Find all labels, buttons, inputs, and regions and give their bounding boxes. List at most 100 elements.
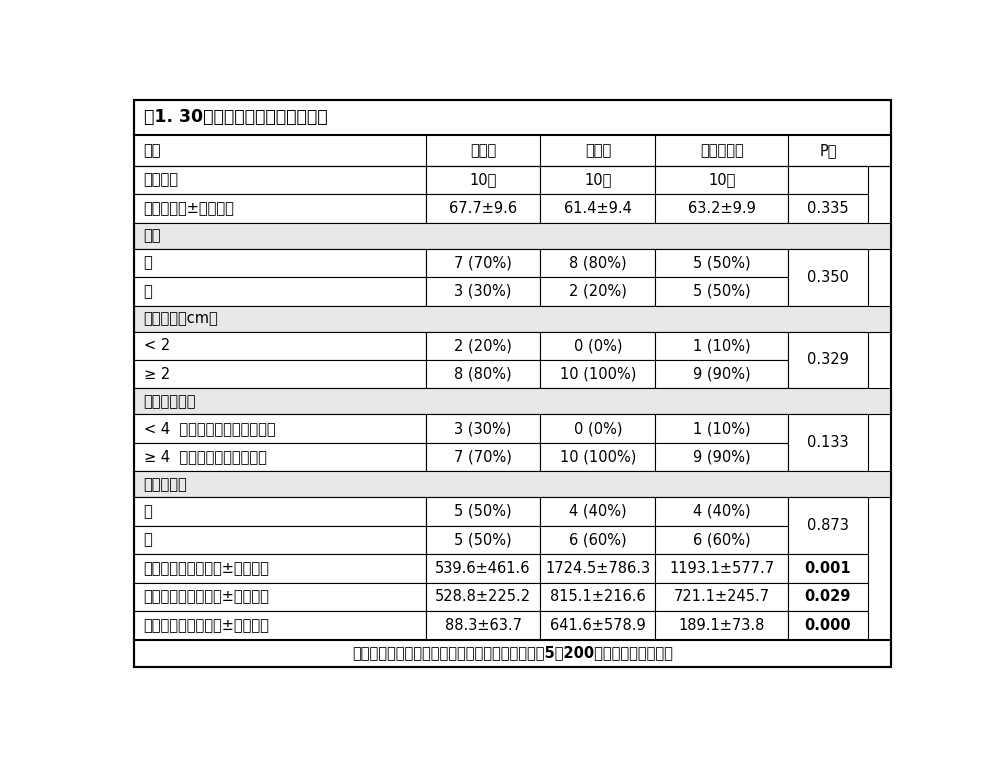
Bar — [426, 554, 540, 583]
Text: 8 (80%): 8 (80%) — [569, 256, 627, 270]
Text: 表1. 30例胃癌患者的临床病理特征: 表1. 30例胃癌患者的临床病理特征 — [144, 109, 327, 126]
Text: 0 (0%): 0 (0%) — [574, 421, 622, 436]
Bar — [134, 497, 426, 526]
Text: 2 (20%): 2 (20%) — [569, 284, 627, 299]
Bar — [540, 554, 655, 583]
Bar — [540, 611, 655, 640]
Bar — [540, 277, 655, 306]
Text: 9 (90%): 9 (90%) — [693, 449, 750, 465]
Text: 年龄（均数±标准差）: 年龄（均数±标准差） — [144, 201, 234, 216]
Bar — [134, 249, 426, 277]
Bar — [540, 166, 655, 194]
Bar — [426, 583, 540, 611]
Bar — [788, 583, 868, 611]
Text: 0.000: 0.000 — [805, 618, 851, 633]
Bar — [134, 442, 426, 471]
Bar — [540, 414, 655, 442]
Bar — [134, 166, 426, 194]
Text: 3 (30%): 3 (30%) — [454, 284, 512, 299]
Text: 无: 无 — [144, 504, 152, 519]
Text: 0.133: 0.133 — [807, 436, 849, 450]
Bar — [426, 526, 540, 554]
Bar — [655, 360, 788, 389]
Text: 4 (40%): 4 (40%) — [569, 504, 627, 519]
Text: 所有患者: 所有患者 — [144, 172, 179, 187]
Bar — [134, 360, 426, 389]
Text: 性别: 性别 — [144, 228, 161, 243]
Bar — [134, 471, 891, 497]
Bar — [426, 414, 540, 442]
Text: 0 (0%): 0 (0%) — [574, 339, 622, 353]
Bar — [134, 583, 426, 611]
Text: 641.6±578.9: 641.6±578.9 — [550, 618, 646, 633]
Text: ≥ 4  （肿瘤浸润达浆膜层）: ≥ 4 （肿瘤浸润达浆膜层） — [144, 449, 266, 465]
Bar — [540, 360, 655, 389]
Text: 189.1±73.8: 189.1±73.8 — [678, 618, 765, 633]
Text: 0.873: 0.873 — [807, 518, 849, 533]
Bar — [426, 332, 540, 360]
Text: 7 (70%): 7 (70%) — [454, 256, 512, 270]
Bar — [788, 332, 868, 389]
Text: 巨噬细胞密度、新生血管密度及转移单元密度均为5张200倍下图片的计算总和: 巨噬细胞密度、新生血管密度及转移单元密度均为5张200倍下图片的计算总和 — [352, 646, 673, 660]
Bar — [540, 249, 655, 277]
Bar — [134, 526, 426, 554]
Text: < 2: < 2 — [144, 339, 170, 353]
Text: 2 (20%): 2 (20%) — [454, 339, 512, 353]
Bar — [134, 194, 426, 223]
Bar — [426, 249, 540, 277]
Bar — [655, 442, 788, 471]
Bar — [655, 554, 788, 583]
Bar — [426, 277, 540, 306]
Bar — [655, 166, 788, 194]
Text: 10例: 10例 — [708, 172, 735, 187]
Text: 新生血管密度（总数±标准差）: 新生血管密度（总数±标准差） — [144, 589, 269, 604]
Text: 1724.5±786.3: 1724.5±786.3 — [545, 561, 651, 576]
Bar — [788, 554, 868, 583]
Text: 4 (40%): 4 (40%) — [693, 504, 750, 519]
Bar — [426, 442, 540, 471]
Bar — [134, 332, 426, 360]
Bar — [540, 442, 655, 471]
Text: P值: P值 — [819, 143, 837, 158]
Text: 88.3±63.7: 88.3±63.7 — [445, 618, 522, 633]
Text: 巨噬细胞密度（总数±标准差）: 巨噬细胞密度（总数±标准差） — [144, 561, 269, 576]
Bar — [655, 332, 788, 360]
Text: 10例: 10例 — [469, 172, 497, 187]
Text: 8 (80%): 8 (80%) — [454, 367, 512, 382]
Text: 528.8±225.2: 528.8±225.2 — [435, 589, 531, 604]
Text: 0.335: 0.335 — [807, 201, 849, 216]
Text: 淋巴结转移: 淋巴结转移 — [144, 477, 187, 492]
Text: 0.350: 0.350 — [807, 269, 849, 285]
Text: 高分化: 高分化 — [470, 143, 496, 158]
Bar — [134, 100, 891, 135]
Text: 肿瘤浸润深度: 肿瘤浸润深度 — [144, 394, 196, 409]
Text: ≥ 2: ≥ 2 — [144, 367, 170, 382]
Text: 815.1±216.6: 815.1±216.6 — [550, 589, 646, 604]
Text: 1 (10%): 1 (10%) — [693, 339, 750, 353]
Text: 低分化: 低分化 — [585, 143, 611, 158]
Bar — [426, 497, 540, 526]
Bar — [134, 414, 426, 442]
Text: 721.1±245.7: 721.1±245.7 — [674, 589, 770, 604]
Bar — [426, 194, 540, 223]
Bar — [426, 166, 540, 194]
Bar — [655, 497, 788, 526]
Bar — [788, 414, 868, 471]
Text: 61.4±9.4: 61.4±9.4 — [564, 201, 632, 216]
Bar — [655, 611, 788, 640]
Bar — [540, 332, 655, 360]
Bar — [655, 414, 788, 442]
Bar — [426, 611, 540, 640]
Bar — [540, 194, 655, 223]
Text: 6 (60%): 6 (60%) — [693, 532, 750, 547]
Bar — [655, 277, 788, 306]
Text: 5 (50%): 5 (50%) — [693, 284, 750, 299]
Bar — [788, 611, 868, 640]
Bar — [655, 249, 788, 277]
Bar — [788, 194, 868, 223]
Text: 9 (90%): 9 (90%) — [693, 367, 750, 382]
Text: 有: 有 — [144, 532, 152, 547]
Text: 1193.1±577.7: 1193.1±577.7 — [669, 561, 774, 576]
Bar — [540, 497, 655, 526]
Text: 男: 男 — [144, 256, 152, 270]
